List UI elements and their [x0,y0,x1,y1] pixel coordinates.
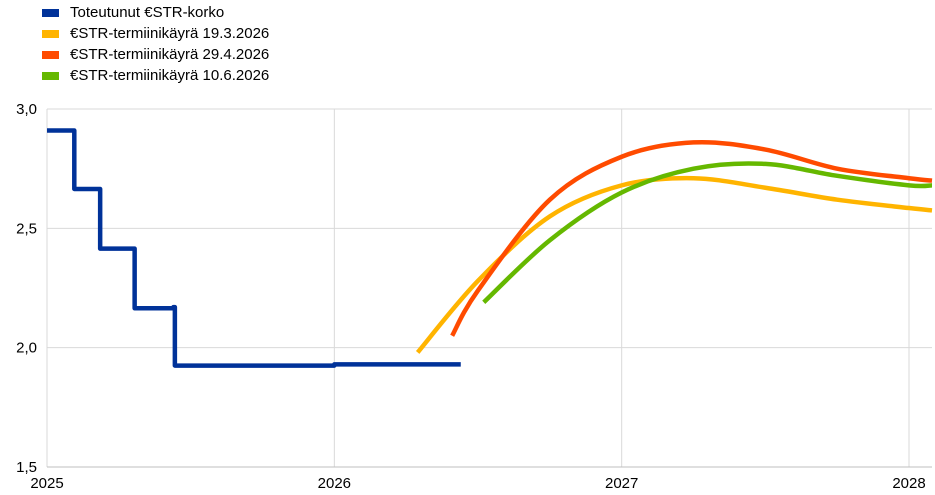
legend-swatch-forward-19-3 [42,29,59,38]
x-tick-label: 2027 [605,475,638,492]
y-tick-label: 2,5 [16,220,37,237]
series-line-3 [482,161,933,304]
legend-swatch-realized [42,8,59,17]
legend-label-forward-10-6: €STR-termiinikäyrä 10.6.2026 [70,67,270,84]
legend-label-realized: Toteutunut €STR-korko [70,4,225,21]
y-tick-label: 3,0 [16,101,37,118]
chart-legend: Toteutunut €STR-korko €STR-termiinikäyrä… [42,2,269,86]
legend-item-forward-29-4: €STR-termiinikäyrä 29.4.2026 [42,44,269,65]
x-tick-label: 2026 [318,475,351,492]
legend-swatch-forward-29-4 [42,50,59,59]
series-line-0 [47,128,461,368]
legend-item-forward-19-3: €STR-termiinikäyrä 19.3.2026 [42,23,269,44]
legend-label-forward-29-4: €STR-termiinikäyrä 29.4.2026 [70,46,270,63]
legend-label-forward-19-3: €STR-termiinikäyrä 19.3.2026 [70,25,270,42]
x-tick-label: 2028 [892,475,925,492]
y-tick-label: 2,0 [16,340,37,357]
legend-item-realized: Toteutunut €STR-korko [42,2,269,23]
y-tick-label: 1,5 [16,459,37,476]
legend-item-forward-10-6: €STR-termiinikäyrä 10.6.2026 [42,65,269,86]
series-line-2 [450,139,933,337]
x-tick-label: 2025 [30,475,63,492]
series-line-1 [415,175,933,354]
legend-swatch-forward-10-6 [42,71,59,80]
